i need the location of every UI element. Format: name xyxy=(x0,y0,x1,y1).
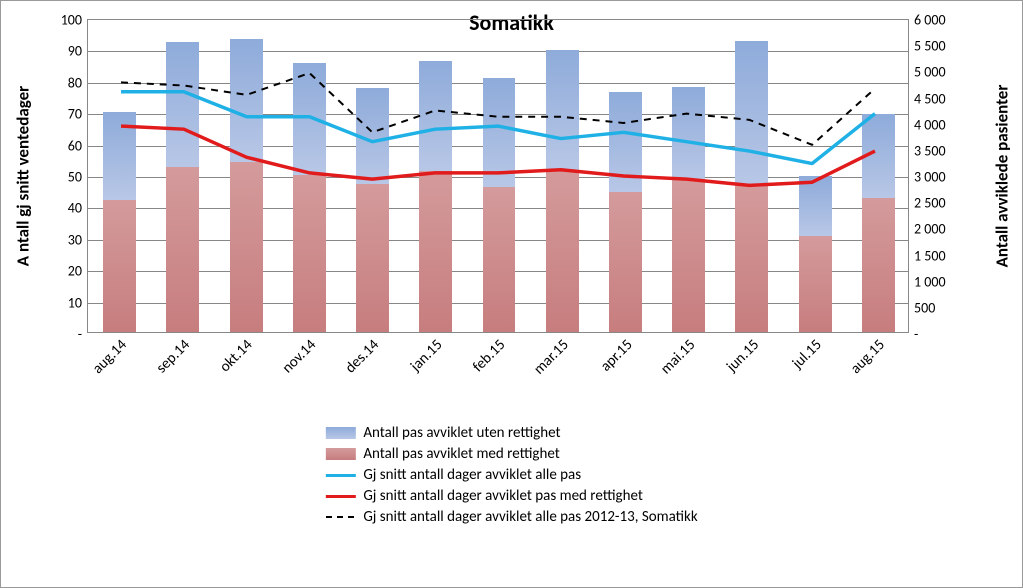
bar-segment-uten-rettighet xyxy=(546,50,579,169)
bar-segment-med-rettighet xyxy=(609,192,642,332)
bar-column xyxy=(166,42,199,332)
chart-container: Somatikk A ntall gj snitt ventedager Ant… xyxy=(0,0,1023,588)
y-right-tick-label: 4 000 xyxy=(908,116,946,133)
bar-column xyxy=(609,92,642,332)
bar-column xyxy=(230,39,263,332)
bar-segment-uten-rettighet xyxy=(735,41,768,186)
x-tick-label: mai.15 xyxy=(657,336,699,378)
bar-column xyxy=(293,63,326,332)
legend-label: Gj snitt antall dager avviklet alle pas xyxy=(363,466,581,484)
x-tick-label: sep.14 xyxy=(152,336,193,377)
legend-item: Antall pas avviklet med rettighet xyxy=(325,445,697,463)
bar-segment-med-rettighet xyxy=(546,170,579,332)
bar-segment-med-rettighet xyxy=(419,171,452,332)
bar-segment-uten-rettighet xyxy=(293,63,326,175)
bar-segment-uten-rettighet xyxy=(483,78,516,187)
bar-segment-med-rettighet xyxy=(672,180,705,332)
bar-column xyxy=(483,78,516,332)
y-right-tick-label: 6 000 xyxy=(908,12,946,29)
bar-segment-uten-rettighet xyxy=(672,87,705,181)
y-left-tick-label: - xyxy=(78,326,88,343)
bar-segment-med-rettighet xyxy=(799,236,832,332)
legend-label: Gj snitt antall dager avviklet alle pas … xyxy=(363,508,697,526)
legend: Antall pas avviklet uten rettighet Antall… xyxy=(325,421,697,529)
y-right-tick-label: 2 500 xyxy=(908,195,946,212)
bar-column xyxy=(672,87,705,332)
x-tick-label: mar.15 xyxy=(531,336,573,378)
y-left-tick-label: 50 xyxy=(68,169,88,186)
bar-segment-med-rettighet xyxy=(483,187,516,332)
y-right-tick-label: 1 000 xyxy=(908,273,946,290)
legend-label: Antall pas avviklet med rettighet xyxy=(363,445,559,463)
bar-segment-uten-rettighet xyxy=(862,114,895,197)
bar-segment-uten-rettighet xyxy=(799,176,832,236)
y-right-tick-label: - xyxy=(908,326,918,343)
bar-segment-uten-rettighet xyxy=(230,39,263,162)
y-right-tick-label: 500 xyxy=(908,299,935,316)
x-tick-label: jun.15 xyxy=(723,336,763,376)
y-left-tick-label: 80 xyxy=(68,74,88,91)
x-tick-label: okt.14 xyxy=(217,336,257,376)
bar-segment-uten-rettighet xyxy=(166,42,199,168)
gridline xyxy=(88,51,908,52)
bar-segment-uten-rettighet xyxy=(419,61,452,171)
legend-item: Antall pas avviklet uten rettighet xyxy=(325,424,697,442)
bar-segment-uten-rettighet xyxy=(356,88,389,184)
y-left-tick-label: 30 xyxy=(68,231,88,248)
bar-column xyxy=(356,88,389,332)
bar-segment-med-rettighet xyxy=(166,167,199,332)
legend-item: Gj snitt antall dager avviklet alle pas xyxy=(325,466,697,484)
bar-segment-med-rettighet xyxy=(293,175,326,332)
y-left-tick-label: 100 xyxy=(61,12,88,29)
bar-segment-med-rettighet xyxy=(103,200,136,332)
x-tick-label: jan.15 xyxy=(407,336,446,375)
bar-column xyxy=(103,112,136,332)
y-left-tick-label: 20 xyxy=(68,263,88,280)
legend-swatch xyxy=(325,427,355,439)
x-tick-label: aug.15 xyxy=(847,336,889,378)
bar-segment-med-rettighet xyxy=(735,185,768,332)
y-left-tick-label: 40 xyxy=(68,200,88,217)
y-right-tick-label: 5 000 xyxy=(908,64,946,81)
y-right-tick-label: 1 500 xyxy=(908,247,946,264)
bar-segment-uten-rettighet xyxy=(609,92,642,191)
x-tick-label: des.14 xyxy=(342,336,383,377)
x-tick-label: apr.15 xyxy=(597,336,636,375)
legend-label: Gj snitt antall dager avviklet pas med r… xyxy=(363,487,643,505)
legend-line xyxy=(325,495,355,498)
legend-dash xyxy=(325,516,355,518)
y-left-tick-label: 90 xyxy=(68,43,88,60)
y-right-tick-label: 3 500 xyxy=(908,142,946,159)
legend-item: Gj snitt antall dager avviklet pas med r… xyxy=(325,487,697,505)
y-right-tick-label: 3 000 xyxy=(908,169,946,186)
bar-column xyxy=(862,114,895,332)
bar-column xyxy=(799,176,832,332)
x-tick-label: aug.14 xyxy=(89,336,131,378)
y-right-tick-label: 2 000 xyxy=(908,221,946,238)
x-tick-label: jul.15 xyxy=(789,336,826,373)
bar-segment-med-rettighet xyxy=(862,198,895,332)
bar-column xyxy=(735,41,768,332)
x-tick-label: feb.15 xyxy=(470,336,510,376)
bar-column xyxy=(419,61,452,332)
plot-area: -102030405060708090100 -5001 0001 5002 0… xyxy=(87,19,909,333)
y-right-tick-label: 5 500 xyxy=(908,38,946,55)
bar-column xyxy=(546,50,579,332)
bar-segment-med-rettighet xyxy=(356,184,389,332)
y-axis-left-title: A ntall gj snitt ventedager xyxy=(13,86,34,266)
y-left-tick-label: 10 xyxy=(68,294,88,311)
y-left-tick-label: 60 xyxy=(68,137,88,154)
legend-item: Gj snitt antall dager avviklet alle pas … xyxy=(325,508,697,526)
bar-segment-med-rettighet xyxy=(230,162,263,332)
y-left-tick-label: 70 xyxy=(68,106,88,123)
legend-label: Antall pas avviklet uten rettighet xyxy=(363,424,560,442)
bar-segment-uten-rettighet xyxy=(103,112,136,200)
y-axis-right-title: Antall avviklede pasienter xyxy=(992,85,1013,268)
legend-line xyxy=(325,474,355,477)
x-tick-label: nov.14 xyxy=(279,336,320,377)
y-right-tick-label: 4 500 xyxy=(908,90,946,107)
legend-swatch xyxy=(325,448,355,460)
